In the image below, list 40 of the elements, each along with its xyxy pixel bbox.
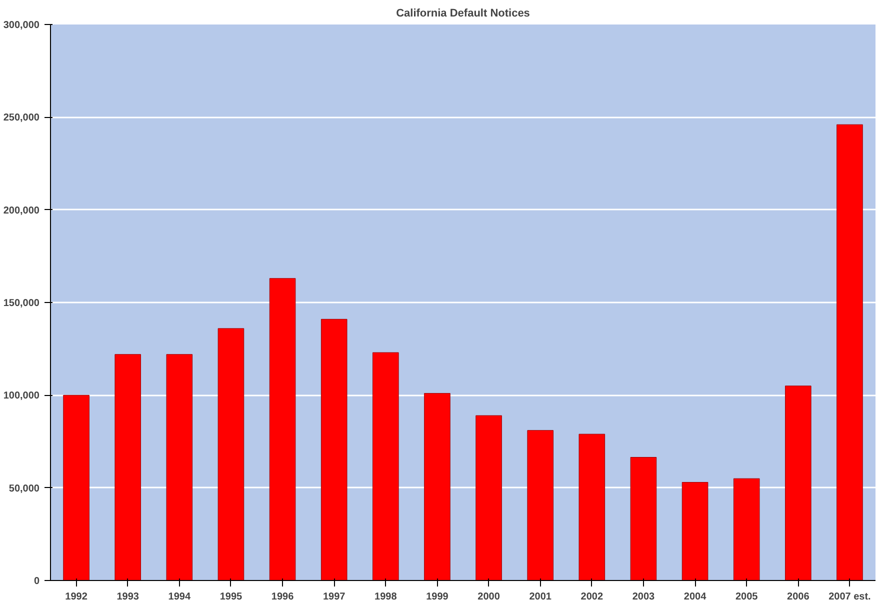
- x-tick-label: 1994: [168, 592, 191, 602]
- x-tick-label: 1995: [220, 592, 243, 602]
- x-tick-label: 2006: [787, 592, 810, 602]
- x-tick-label: 1999: [426, 592, 449, 602]
- bar: [836, 124, 863, 580]
- y-tick-label: 200,000: [3, 205, 40, 216]
- bar: [785, 386, 812, 580]
- bar: [63, 394, 90, 580]
- bar: [114, 354, 141, 580]
- bar: [578, 434, 606, 580]
- x-tick-label: 1993: [116, 592, 140, 602]
- x-tick-label: 2003: [632, 592, 656, 602]
- bar: [218, 328, 244, 580]
- bar: [372, 352, 399, 580]
- x-tick-label: 2005: [735, 592, 758, 602]
- bar: [320, 318, 348, 580]
- x-tick-label: 2001: [529, 592, 552, 602]
- bar: [424, 393, 450, 580]
- y-tick-label: 150,000: [3, 298, 40, 309]
- y-tick-label: 300,000: [3, 20, 40, 31]
- y-tick-label: 100,000: [3, 390, 40, 402]
- bar: [527, 430, 554, 580]
- x-tick-label: 1998: [374, 592, 398, 602]
- bar: [269, 278, 296, 580]
- x-tick-label: 2000: [478, 592, 500, 602]
- bar: [166, 354, 193, 580]
- x-tick-label: 2007 est.: [828, 592, 872, 602]
- x-tick-label: 1997: [322, 592, 346, 602]
- bar: [476, 415, 502, 580]
- bar: [733, 478, 760, 580]
- x-tick-label: 1996: [271, 592, 294, 602]
- bar: [630, 457, 657, 580]
- x-tick-label: 2004: [684, 592, 707, 602]
- chart-title: California Default Notices: [396, 8, 530, 20]
- x-tick-label: 1992: [65, 592, 88, 602]
- bar: [682, 482, 708, 580]
- y-tick-label: 50,000: [8, 483, 40, 494]
- y-tick-label: 250,000: [3, 112, 40, 124]
- y-tick-label: 0: [34, 576, 40, 587]
- x-tick-label: 2002: [580, 592, 604, 602]
